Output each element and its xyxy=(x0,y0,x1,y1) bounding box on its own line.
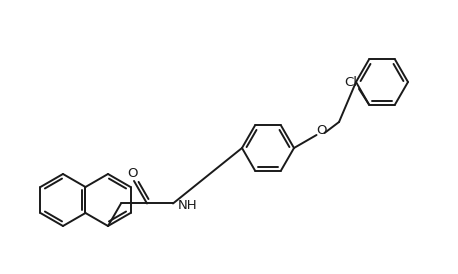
Text: NH: NH xyxy=(178,199,197,212)
Text: Cl: Cl xyxy=(344,76,358,89)
Text: O: O xyxy=(316,124,327,136)
Text: O: O xyxy=(128,167,138,181)
